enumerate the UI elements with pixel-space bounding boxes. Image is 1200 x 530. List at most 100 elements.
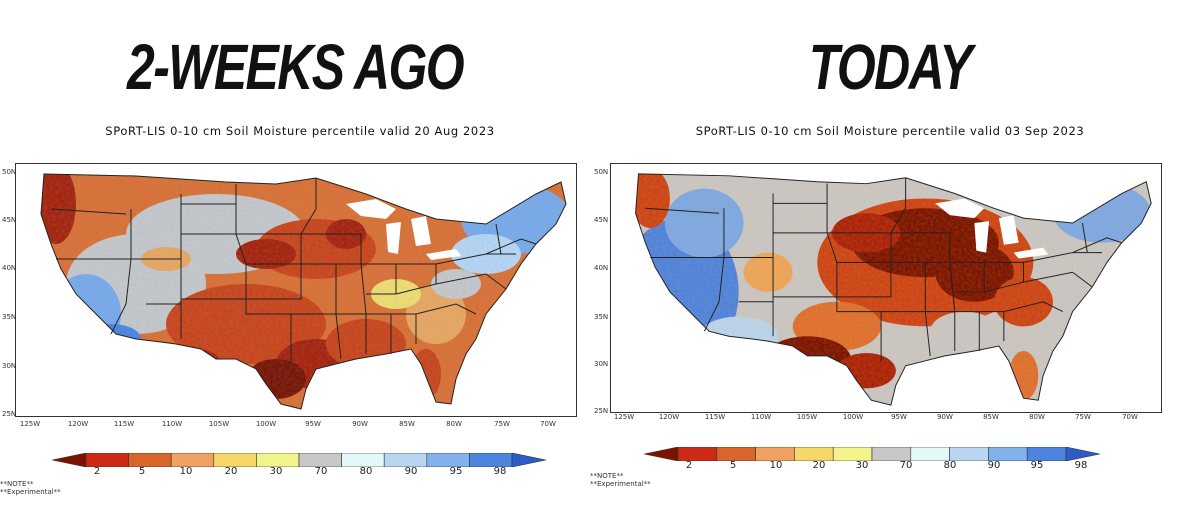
colorbar-swatch bbox=[988, 446, 1028, 462]
right-colorbar bbox=[643, 446, 1101, 476]
lon-label: 120W bbox=[658, 413, 680, 421]
state-borders bbox=[635, 173, 1152, 406]
left-map-graphic bbox=[16, 164, 576, 416]
lon-label: 85W bbox=[399, 420, 415, 428]
colorbar-label: 80 bbox=[359, 466, 373, 477]
colorbar-swatch bbox=[832, 446, 873, 462]
lon-label: 90W bbox=[352, 420, 368, 428]
left-map-title: SPoRT-LIS 0-10 cm Soil Moisture percenti… bbox=[105, 124, 495, 138]
lon-label: 75W bbox=[1075, 413, 1091, 421]
colorbar-label: 98 bbox=[1074, 460, 1088, 471]
colorbar-label: 70 bbox=[314, 466, 328, 477]
colorbar-label: 80 bbox=[943, 460, 957, 471]
colorbar-swatch bbox=[1026, 446, 1067, 462]
colorbar-swatch bbox=[85, 452, 129, 468]
left-notes: **NOTE** **Experimental** bbox=[0, 480, 61, 496]
colorbar-label: 10 bbox=[179, 466, 193, 477]
lat-label: 25N bbox=[594, 407, 609, 415]
lat-label: 40N bbox=[594, 264, 609, 272]
right-notes: **NOTE** **Experimental** bbox=[590, 472, 651, 488]
colorbar-swatch bbox=[426, 452, 470, 468]
colorbar-swatch bbox=[341, 452, 385, 468]
experimental-label: **Experimental** bbox=[0, 488, 61, 496]
colorbar-swatch bbox=[170, 452, 215, 468]
colorbar-swatch bbox=[469, 452, 513, 468]
lat-label: 25N bbox=[2, 410, 17, 418]
experimental-label: **Experimental** bbox=[590, 480, 651, 488]
left-colorbar-swatches bbox=[51, 452, 547, 468]
great-lakes bbox=[386, 222, 401, 254]
lon-label: 125W bbox=[19, 420, 41, 428]
lon-label: 70W bbox=[1122, 413, 1138, 421]
lon-label: 95W bbox=[891, 413, 907, 421]
colorbar-label: 95 bbox=[1030, 460, 1044, 471]
colorbar-label: 70 bbox=[899, 460, 913, 471]
lon-label: 105W bbox=[796, 413, 818, 421]
colorbar-swatch bbox=[716, 446, 756, 462]
state-borders bbox=[40, 173, 567, 410]
colorbar-swatch bbox=[794, 446, 834, 462]
right-colorbar-swatches bbox=[643, 446, 1101, 462]
lon-label: 105W bbox=[208, 420, 230, 428]
colorbar-swatch bbox=[1065, 446, 1101, 462]
colorbar-swatch bbox=[51, 452, 87, 468]
lon-label: 100W bbox=[842, 413, 864, 421]
colorbar-label: 10 bbox=[769, 460, 783, 471]
colorbar-label: 90 bbox=[987, 460, 1001, 471]
colorbar-swatch bbox=[298, 452, 342, 468]
colorbar-swatch bbox=[910, 446, 950, 462]
lon-label: 80W bbox=[1029, 413, 1045, 421]
colorbar-swatch bbox=[213, 452, 257, 468]
lon-label: 80W bbox=[446, 420, 462, 428]
lat-label: 50N bbox=[594, 168, 609, 176]
right-map-graphic bbox=[611, 164, 1161, 412]
colorbar-label: 2 bbox=[685, 460, 693, 471]
lon-label: 70W bbox=[540, 420, 556, 428]
note-label: **NOTE** bbox=[0, 480, 34, 488]
lat-label: 40N bbox=[2, 264, 17, 272]
lon-label: 95W bbox=[305, 420, 321, 428]
lon-label: 90W bbox=[937, 413, 953, 421]
colorbar-swatch bbox=[677, 446, 718, 462]
left-colorbar bbox=[51, 452, 547, 482]
colorbar-label: 95 bbox=[449, 466, 463, 477]
lon-label: 75W bbox=[494, 420, 510, 428]
colorbar-label: 90 bbox=[404, 466, 418, 477]
colorbar-label: 30 bbox=[269, 466, 283, 477]
lat-label: 35N bbox=[2, 313, 17, 321]
right-map-title: SPoRT-LIS 0-10 cm Soil Moisture percenti… bbox=[695, 124, 1085, 138]
colorbar-swatch bbox=[643, 446, 679, 462]
left-soil-moisture-map bbox=[15, 163, 577, 417]
great-lakes bbox=[974, 221, 990, 253]
colorbar-swatch bbox=[511, 452, 547, 468]
great-lakes bbox=[998, 215, 1019, 245]
lat-label: 45N bbox=[2, 216, 17, 224]
lat-label: 35N bbox=[594, 313, 609, 321]
colorbar-swatch bbox=[256, 452, 300, 468]
colorbar-label: 2 bbox=[93, 466, 101, 477]
lat-label: 30N bbox=[594, 360, 609, 368]
lat-label: 45N bbox=[594, 216, 609, 224]
right-headline: TODAY bbox=[808, 31, 973, 103]
great-lakes bbox=[426, 249, 461, 260]
note-label: **NOTE** bbox=[590, 472, 624, 480]
lon-label: 110W bbox=[161, 420, 183, 428]
colorbar-swatch bbox=[128, 452, 172, 468]
lon-label: 100W bbox=[255, 420, 277, 428]
colorbar-label: 5 bbox=[729, 460, 737, 471]
colorbar-label: 20 bbox=[812, 460, 826, 471]
lon-label: 110W bbox=[750, 413, 772, 421]
great-lakes bbox=[1013, 247, 1049, 259]
right-soil-moisture-map bbox=[610, 163, 1162, 413]
lat-label: 50N bbox=[2, 168, 17, 176]
great-lakes bbox=[411, 216, 431, 246]
colorbar-label: 20 bbox=[224, 466, 238, 477]
colorbar-swatch bbox=[755, 446, 795, 462]
left-headline: 2-WEEKS AGO bbox=[126, 31, 465, 103]
colorbar-swatch bbox=[871, 446, 912, 462]
colorbar-swatch bbox=[383, 452, 428, 468]
lat-label: 30N bbox=[2, 362, 17, 370]
lon-label: 125W bbox=[613, 413, 635, 421]
colorbar-label: 5 bbox=[138, 466, 146, 477]
lon-label: 85W bbox=[983, 413, 999, 421]
